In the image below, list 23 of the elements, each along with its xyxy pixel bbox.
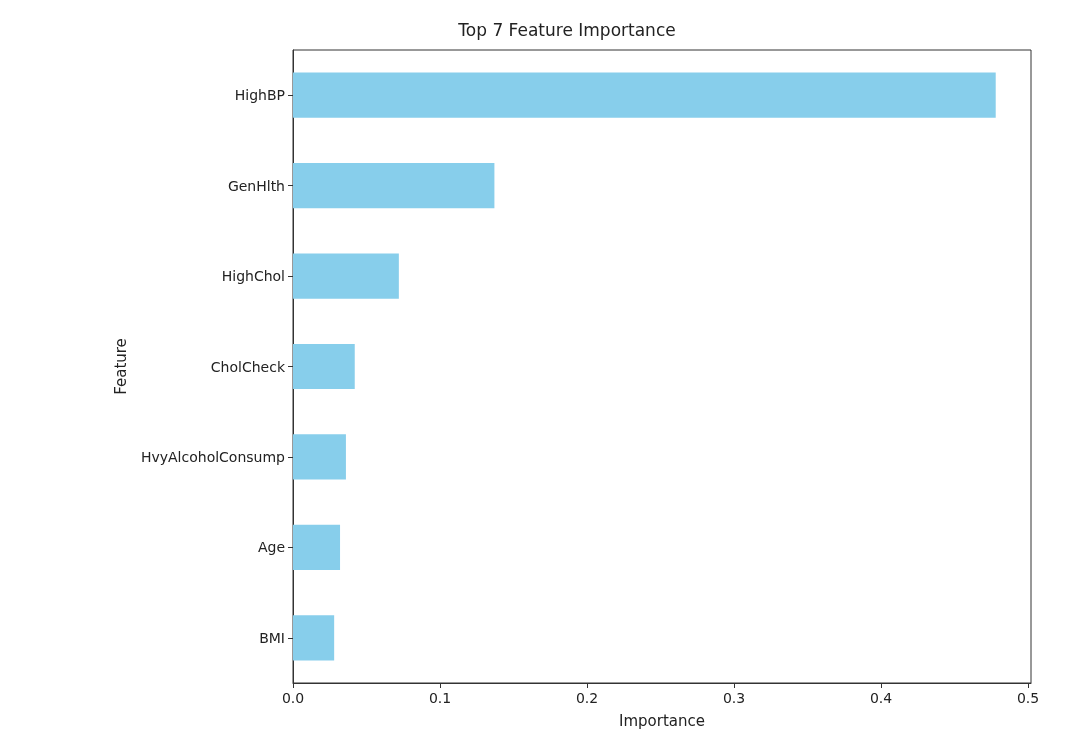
y-tick-label: HighBP [234,87,285,104]
x-axis-title: Importance [619,711,705,730]
bar [293,343,355,390]
bar [293,524,341,570]
bar [293,253,399,299]
y-tick-label: BMI [259,629,285,646]
bar [293,163,495,209]
chart-title: Top 7 Feature Importance [457,19,676,40]
y-tick-label: GenHlth [227,177,285,194]
bar [293,72,996,118]
x-tick-label: 0.2 [575,690,599,706]
y-tick-label: HighChol [221,268,285,285]
x-tick-label: 0.5 [1016,690,1040,706]
y-tick-label: CholCheck [210,358,286,375]
x-tick-label: 0.4 [869,690,893,706]
y-axis-title: Feature [111,338,130,395]
x-tick-label: 0.0 [281,690,305,706]
y-tick-label: Age [257,539,285,556]
bar [293,434,346,480]
x-tick-label: 0.3 [722,690,746,706]
x-tick-label: 0.1 [428,690,452,706]
y-tick-label: HvyAlcoholConsump [140,448,286,465]
bar [293,615,335,661]
